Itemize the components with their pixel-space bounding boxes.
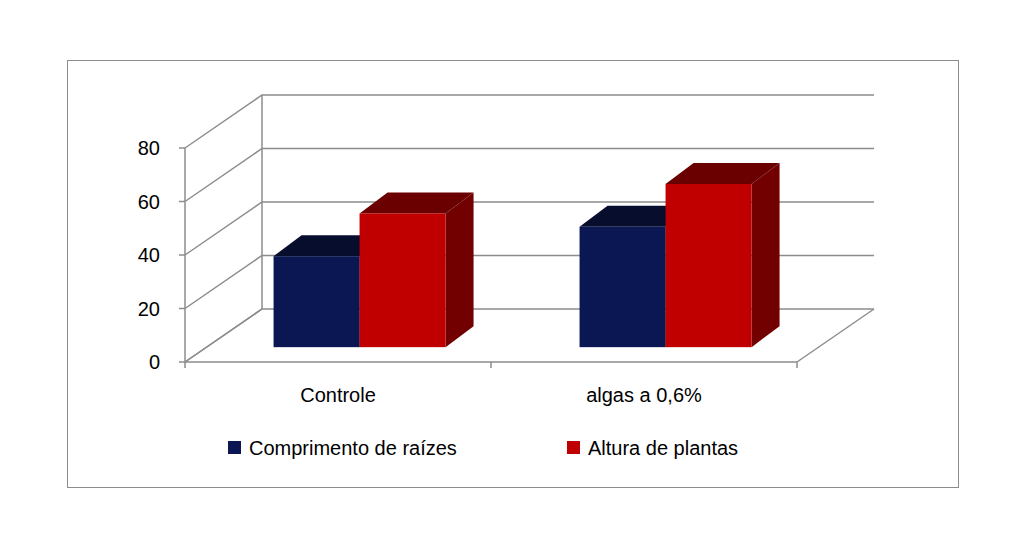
legend-swatch <box>228 441 241 454</box>
outer-frame <box>68 61 959 488</box>
y-tick <box>179 361 185 363</box>
grid-line <box>185 95 874 148</box>
bars <box>274 163 780 347</box>
x-tick <box>490 362 492 368</box>
y-tick-label: 80 <box>138 137 160 159</box>
legend-label: Comprimento de raízes <box>249 437 457 459</box>
bar-front <box>666 184 752 347</box>
y-tick-label: 20 <box>138 298 160 320</box>
y-tick <box>179 147 185 149</box>
x-tick <box>796 362 798 368</box>
x-tick-label: Controle <box>300 384 376 406</box>
x-tick-label: algas a 0,6% <box>586 384 702 406</box>
y-axis <box>184 148 186 362</box>
bar-front <box>274 256 360 347</box>
y-tick-label: 60 <box>138 191 160 213</box>
floor-edge <box>797 309 874 362</box>
bar-side <box>446 192 474 347</box>
chart: 0 20 40 60 80 Controle algas a 0,6% Comprimento… <box>0 0 1024 547</box>
bar-front <box>580 227 666 347</box>
legend-swatch <box>567 441 580 454</box>
y-tick <box>179 201 185 203</box>
x-tick <box>184 362 186 368</box>
bar <box>666 163 780 347</box>
y-tick-label: 0 <box>149 351 160 373</box>
bar <box>360 192 474 347</box>
y-tick <box>179 254 185 256</box>
bar-top <box>360 192 474 213</box>
bar-side <box>752 163 780 347</box>
legend-label: Altura de plantas <box>588 437 738 459</box>
y-tick-label: 40 <box>138 244 160 266</box>
bar-top <box>666 163 780 184</box>
y-tick <box>179 308 185 310</box>
bar-front <box>360 213 446 347</box>
